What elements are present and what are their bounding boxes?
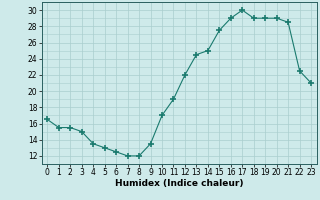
X-axis label: Humidex (Indice chaleur): Humidex (Indice chaleur) xyxy=(115,179,244,188)
